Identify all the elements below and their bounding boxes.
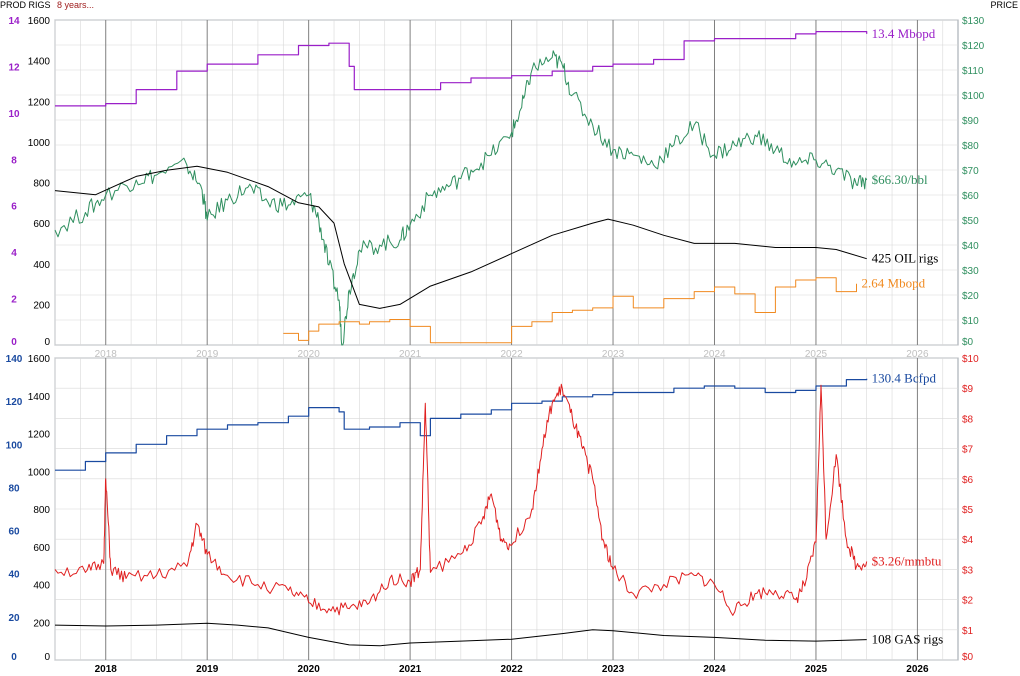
x-tick-label: 2025 [805, 664, 828, 675]
series-end-label: 108 GAS rigs [872, 632, 944, 647]
right-tick-label: $20 [962, 291, 979, 302]
left-outer-tick-label: 100 [6, 440, 23, 451]
x-tick-label: 2023 [602, 664, 625, 675]
left-outer-tick-label: 20 [8, 613, 20, 624]
x-tick-label: 2021 [399, 349, 422, 360]
left-outer-tick-label: 12 [8, 62, 20, 73]
left-outer-tick-label: 8 [11, 155, 17, 166]
right-tick-label: $6 [962, 475, 974, 486]
left-inner-tick-label: 1000 [28, 138, 51, 149]
gas-panel: 1401201008060402001600140012001000800600… [6, 354, 979, 675]
x-tick-label: 2020 [298, 349, 321, 360]
series-line [54, 165, 867, 309]
x-tick-label: 2018 [95, 664, 118, 675]
right-tick-label: $130 [962, 16, 985, 27]
left-inner-tick-label: 1600 [28, 354, 51, 365]
left-inner-tick-label: 400 [33, 260, 50, 271]
oil-panel: 14 12 10 8 6 4 2 0 1600 1400 1200 1000 800 600 400 200 0… [8, 16, 984, 360]
left-inner-tick-label: 600 [33, 219, 50, 230]
right-tick-label: $8 [962, 414, 974, 425]
plot-area [54, 19, 959, 346]
series-end-label: $3.26/mmbtu [872, 554, 942, 569]
series-line [54, 50, 868, 346]
right-tick-label: $120 [962, 41, 985, 52]
period-label: 8 years... [57, 0, 94, 10]
left-outer-tick-label: 0 [11, 337, 17, 348]
left-inner-tick-label: 1000 [28, 467, 51, 478]
left-inner-tick-label: 800 [33, 179, 50, 190]
x-tick-label: 2019 [196, 664, 219, 675]
right-tick-label: $60 [962, 191, 979, 202]
series-end-label: 425 OIL rigs [872, 251, 939, 266]
right-tick-label: $1 [962, 626, 974, 637]
left-inner-tick-label: 1200 [28, 430, 51, 441]
right-tick-label: $90 [962, 116, 979, 127]
x-tick-label: 2022 [500, 664, 523, 675]
x-tick-label: 2023 [602, 349, 625, 360]
left-outer-tick-label: 2 [11, 295, 17, 306]
series-end-label: 13.4 Mbopd [872, 26, 936, 41]
left-outer-tick-label: 120 [6, 397, 23, 408]
x-tick-label: 2021 [399, 664, 422, 675]
x-tick-label: 2020 [298, 664, 321, 675]
right-tick-label: $4 [962, 535, 974, 546]
right-tick-label: $7 [962, 445, 974, 456]
series-line [55, 31, 868, 107]
left-axis-header: PROD RIGS [0, 0, 51, 10]
right-tick-label: $100 [962, 91, 985, 102]
series-end-label: $66.30/bbl [872, 172, 928, 187]
right-tick-label: $10 [962, 316, 979, 327]
right-tick-label: $0 [962, 652, 974, 663]
left-outer-tick-label: 6 [11, 202, 17, 213]
series-line [283, 277, 857, 344]
left-inner-tick-label: 0 [44, 337, 50, 348]
left-inner-tick-label: 1400 [28, 392, 51, 403]
right-tick-label: $50 [962, 216, 979, 227]
series-end-label: 2.64 Mbopd [862, 276, 926, 291]
left-inner-tick-label: 1600 [28, 16, 51, 27]
left-outer-tick-label: 80 [8, 483, 20, 494]
right-tick-label: $3 [962, 565, 974, 576]
left-inner-tick-label: 0 [44, 652, 50, 663]
left-outer-tick-label: 60 [8, 527, 20, 538]
left-inner-tick-label: 800 [33, 505, 50, 516]
x-tick-label: 2022 [500, 349, 523, 360]
right-tick-label: $70 [962, 166, 979, 177]
right-tick-label: $0 [962, 337, 974, 348]
x-tick-label: 2019 [196, 349, 219, 360]
right-tick-label: $9 [962, 384, 974, 395]
left-outer-tick-label: 0 [11, 652, 17, 663]
left-outer-tick-label: 14 [8, 16, 20, 27]
right-tick-label: $80 [962, 141, 979, 152]
left-inner-tick-label: 600 [33, 543, 50, 554]
left-inner-tick-label: 1200 [28, 97, 51, 108]
series-line [54, 383, 868, 616]
x-tick-label: 2026 [906, 349, 929, 360]
right-tick-label: $30 [962, 266, 979, 277]
right-tick-label: $5 [962, 505, 974, 516]
x-tick-label: 2025 [805, 349, 828, 360]
left-outer-tick-label: 140 [6, 354, 23, 365]
x-tick-label: 2024 [703, 664, 726, 675]
x-tick-label: 2024 [703, 349, 726, 360]
series-end-label: 130.4 Bcfpd [872, 371, 937, 386]
right-axis-header: PRICE [990, 0, 1018, 10]
x-tick-label: 2026 [906, 664, 929, 675]
series-line [54, 622, 867, 647]
left-inner-tick-label: 1400 [28, 57, 51, 68]
right-tick-label: $110 [962, 66, 984, 77]
left-inner-tick-label: 200 [33, 618, 50, 629]
series-line [55, 378, 868, 471]
left-inner-tick-label: 400 [33, 581, 50, 592]
right-tick-label: $2 [962, 596, 974, 607]
right-tick-label: $40 [962, 241, 979, 252]
left-outer-tick-label: 40 [8, 570, 20, 581]
left-outer-tick-label: 4 [11, 248, 17, 259]
right-tick-label: $10 [962, 354, 979, 365]
left-outer-tick-label: 10 [8, 109, 20, 120]
left-inner-tick-label: 200 [33, 300, 50, 311]
x-tick-label: 2018 [95, 349, 118, 360]
